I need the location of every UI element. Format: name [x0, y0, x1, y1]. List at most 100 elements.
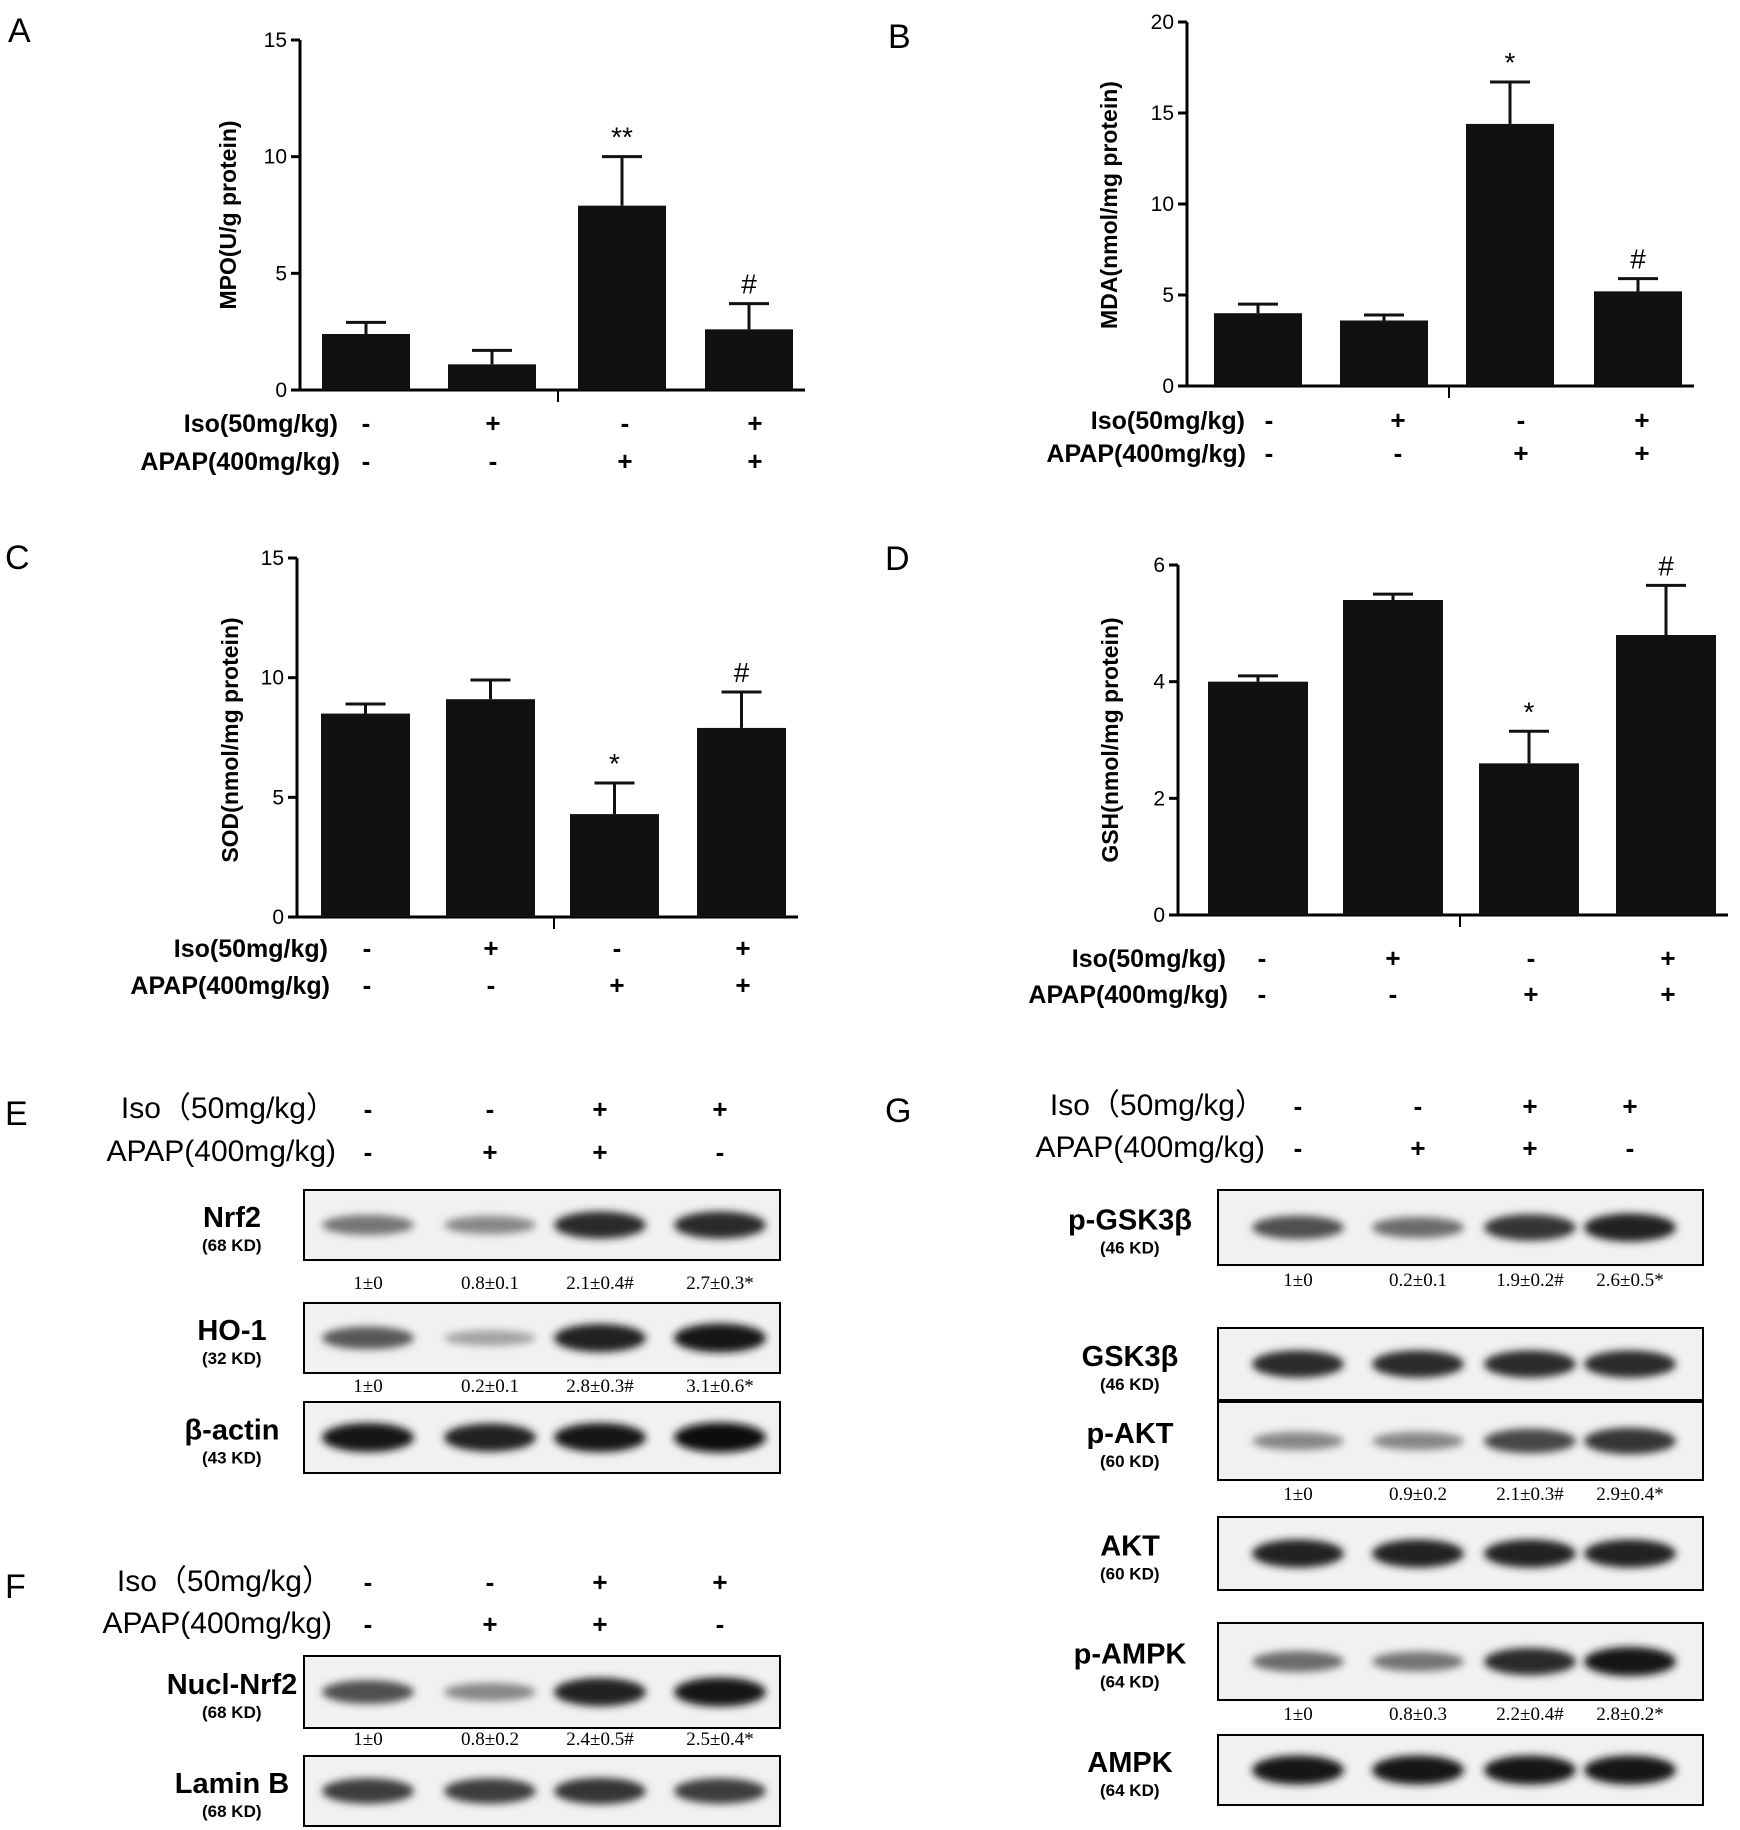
blot-name: Lamin B [175, 1768, 289, 1800]
iso-sign: - [621, 408, 630, 438]
bar [1479, 763, 1579, 915]
apap-label: APAP(400mg/kg) [1028, 981, 1228, 1009]
y-tick-label: 5 [275, 262, 287, 285]
iso-label: Iso(50mg/kg) [174, 935, 328, 963]
blot-kd: (60 KD) [1100, 1565, 1160, 1584]
apap-label: APAP(400mg/kg) [1046, 440, 1246, 468]
protein-band [554, 1323, 646, 1353]
quant-value: 1±0 [1283, 1704, 1312, 1725]
apap-sign: + [482, 1609, 497, 1639]
protein-band [1484, 1350, 1576, 1378]
quant-value: 2.6±0.5* [1596, 1270, 1663, 1291]
blot-nucl-nrf2: Nucl-Nrf2 (68 KD) 1±0 0.8±0.2 2.4±0.5# 2.5±0.… [167, 1655, 781, 1750]
protein-band [1484, 1214, 1576, 1241]
protein-band [1584, 1350, 1676, 1378]
protein-band [1484, 1428, 1576, 1454]
protein-band [1372, 1431, 1464, 1451]
blot-ampk: AMPK (64 KD) [1087, 1734, 1704, 1806]
blot-nrf2: Nrf2 (68 KD) 1±0 0.8±0.1 2.1±0.4# 2.7±0.3* [202, 1189, 781, 1294]
y-tick-label: 10 [261, 667, 284, 690]
quant-value: 2.1±0.4# [566, 1273, 634, 1294]
apap-sign: - [364, 1609, 373, 1639]
chart-panel-b: B MDA(nmol/mg protein) 0 5 10 15 20 * # Iso(50mg/… [888, 11, 1694, 468]
chart-panel-a: A MPO(U/g protein) 0 5 10 15 ** # Iso(50mg/kg) AP… [8, 12, 805, 476]
protein-band [674, 1677, 766, 1707]
bar [1594, 291, 1682, 386]
y-tick-label: 2 [1153, 787, 1165, 810]
iso-sign: + [747, 408, 762, 438]
y-tick-label: 0 [272, 906, 284, 929]
protein-band [1584, 1646, 1676, 1677]
apap-sign: - [1294, 1133, 1303, 1163]
bar [705, 329, 793, 390]
quant-value: 0.8±0.1 [461, 1273, 519, 1294]
quant-value: 1±0 [1283, 1484, 1312, 1505]
protein-band [1372, 1755, 1464, 1785]
blot-lamin-b: Lamin B (68 KD) [175, 1755, 781, 1827]
apap-sign: + [592, 1137, 607, 1167]
quant-value: 2.8±0.2* [1596, 1704, 1663, 1725]
iso-sign: + [483, 933, 498, 963]
iso-sign: + [735, 933, 750, 963]
blot-name: AKT [1100, 1531, 1160, 1563]
quant-value: 0.8±0.3 [1389, 1704, 1447, 1725]
y-tick-label: 0 [275, 379, 287, 402]
quant-value: 1.9±0.2# [1496, 1270, 1564, 1291]
western-blot-panel-f: F Iso（50mg/kg） APAP(400mg/kg) - - + + - + + - Nucl-… [5, 1565, 781, 1827]
quant-value: 0.2±0.1 [461, 1376, 519, 1397]
significance-mark: # [734, 657, 750, 688]
apap-sign: + [1660, 979, 1675, 1009]
protein-band [322, 1326, 414, 1350]
panel-letter: D [885, 540, 910, 578]
protein-band [322, 1778, 414, 1804]
panel-letter: B [888, 18, 911, 56]
apap-label: APAP(400mg/kg) [106, 1135, 336, 1168]
protein-band [444, 1423, 536, 1452]
iso-sign: + [1622, 1091, 1637, 1121]
y-tick-label: 15 [264, 29, 287, 52]
iso-label: Iso（50mg/kg） [121, 1092, 336, 1125]
y-tick-label: 10 [1151, 193, 1174, 216]
iso-sign: + [1385, 943, 1400, 973]
apap-sign: - [487, 970, 496, 1000]
blot-kd: (32 KD) [202, 1349, 262, 1368]
western-blot-panel-e: E Iso（50mg/kg）APAP(400mg/kg)- - + +- + + -Nrf2(… [5, 1092, 781, 1474]
protein-band [1252, 1539, 1344, 1568]
protein-band [1584, 1427, 1676, 1455]
bar [570, 814, 659, 917]
chart-panel-d: D GSH(nmol/mg protein) 0 2 4 6 * # Iso(50mg/kg) A… [885, 540, 1728, 1009]
quant-value: 2.9±0.4* [1596, 1484, 1663, 1505]
blot-name: p-AKT [1087, 1418, 1174, 1450]
protein-band [1252, 1431, 1344, 1451]
iso-sign: + [1390, 405, 1405, 435]
apap-sign: - [489, 446, 498, 476]
significance-mark: * [1505, 47, 1516, 78]
iso-sign: - [1294, 1091, 1303, 1121]
iso-sign: - [1258, 943, 1267, 973]
y-tick-label: 5 [272, 786, 284, 809]
iso-sign: - [613, 933, 622, 963]
protein-band [444, 1778, 536, 1804]
blot-name: GSK3β [1082, 1341, 1179, 1373]
bar [446, 699, 535, 917]
blot-kd: (43 KD) [202, 1449, 262, 1468]
protein-band [1372, 1350, 1464, 1378]
protein-band [1484, 1647, 1576, 1676]
blot-kd: (68 KD) [202, 1703, 262, 1722]
y-tick-label: 10 [264, 146, 287, 169]
y-axis-title: MPO(U/g protein) [215, 120, 241, 309]
blot-name: Nrf2 [203, 1202, 261, 1234]
chart-panel-c: C SOD(nmol/mg protein) 0 5 10 15 * # Iso(50mg/kg… [5, 539, 798, 1000]
protein-band [1252, 1215, 1344, 1240]
protein-band [1484, 1539, 1576, 1568]
apap-sign: - [1265, 438, 1274, 468]
panel-letter: A [8, 12, 31, 50]
y-tick-label: 5 [1162, 284, 1174, 307]
bar [1214, 313, 1302, 386]
iso-label: Iso（50mg/kg） [1050, 1089, 1265, 1122]
blot-name: HO-1 [197, 1315, 266, 1347]
bar [321, 713, 410, 917]
blot-kd: (60 KD) [1100, 1452, 1160, 1471]
apap-sign: + [617, 446, 632, 476]
protein-band [554, 1677, 646, 1707]
